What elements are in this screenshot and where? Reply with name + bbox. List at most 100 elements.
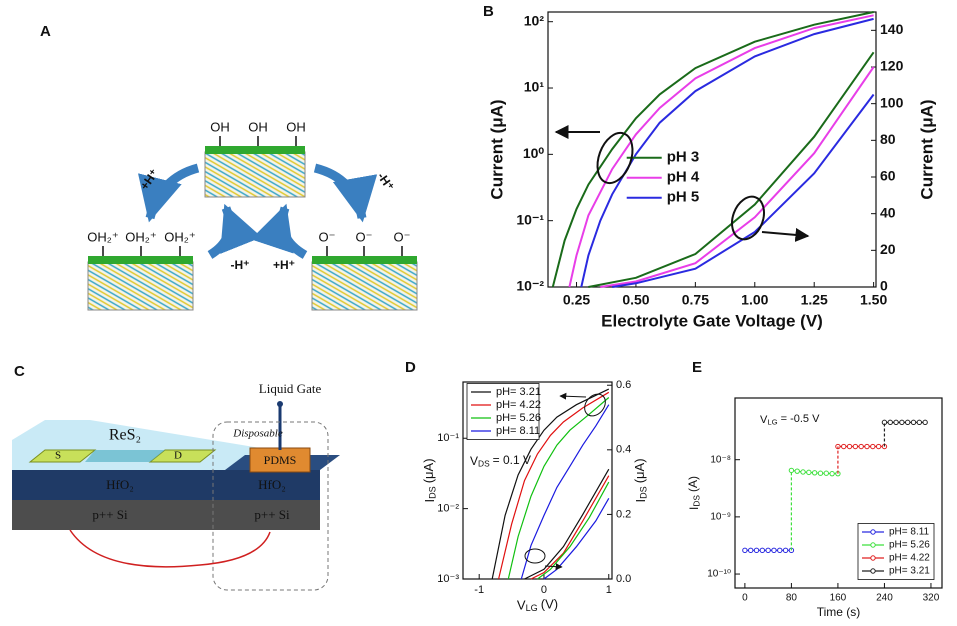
y-tick-label: 10⁻² [516, 278, 544, 294]
label-sub: LG [526, 604, 538, 614]
reaction-arrows [138, 163, 378, 259]
device-label: D [174, 450, 182, 462]
group-label: O⁻ [319, 229, 336, 244]
y2-tick-label: 0.4 [616, 444, 631, 456]
y-axis-label: IDS (μA) [421, 458, 438, 502]
y2-tick-label: 0.0 [616, 573, 631, 585]
panel-label: A [40, 23, 51, 40]
gate-tip [277, 401, 283, 407]
label-main: V [470, 454, 478, 468]
label-main: V [760, 414, 768, 426]
legend-label: pH 5 [667, 189, 700, 206]
series-marker [747, 547, 754, 554]
y-tick-label: 10⁻¹ [516, 211, 544, 227]
series-marker [846, 443, 853, 450]
substrate-front [225, 500, 320, 530]
series-marker [817, 470, 824, 476]
x-tick-label: 1.00 [741, 292, 768, 308]
legend-label: pH= 3.21 [496, 386, 541, 398]
series-line [530, 475, 610, 580]
series-marker [841, 443, 847, 450]
panel-a: A [40, 23, 418, 311]
legend-label: pH= 8.11 [889, 527, 930, 538]
label-sub: LG [767, 417, 777, 426]
annotation: VLG = -0.5 V [760, 413, 820, 426]
device-label: HfO₂ [258, 477, 286, 492]
device-label: ReS₂ [109, 427, 141, 444]
device-label: p++ Si [92, 507, 128, 522]
series-marker [922, 419, 928, 426]
label-main: V [517, 598, 526, 613]
x-tick-label: 0 [742, 593, 748, 604]
series-marker [800, 469, 806, 475]
y2-tick-label: 20 [880, 241, 896, 257]
annotation: VDS = 0.1 V [470, 453, 531, 469]
y-axis-label: IDS (A) [686, 476, 702, 510]
label-unit: (μA) [632, 458, 647, 483]
series-line [520, 404, 610, 580]
label-unit: (V) [541, 597, 558, 612]
series-marker [916, 419, 923, 426]
y2-tick-label: 0 [880, 278, 888, 294]
legend-label: pH= 4.22 [496, 399, 541, 411]
label-unit: (A) [686, 476, 700, 492]
x-tick-label: 0.50 [622, 292, 649, 308]
device-label: HfO₂ [106, 477, 134, 492]
y-tick-label: 10¹ [524, 79, 545, 95]
x-tick-label: 0.25 [563, 292, 590, 308]
series-line [524, 468, 610, 580]
y2-tick-label: 120 [880, 58, 904, 74]
series-line [543, 498, 610, 580]
series-marker [864, 443, 870, 450]
label-sub: DS [428, 486, 438, 499]
block-top [204, 146, 306, 198]
label-unit: = -0.5 V [781, 413, 820, 425]
x-tick-label: 160 [830, 593, 847, 604]
label-sub: DS [478, 459, 490, 469]
group-label: O⁻ [356, 229, 373, 244]
x-tick-label: 1.25 [801, 292, 828, 308]
series-marker [777, 547, 783, 554]
series-marker [887, 419, 893, 426]
series-marker [893, 419, 899, 426]
legend-label: pH= 8.11 [496, 425, 540, 437]
callout-arrow [761, 227, 810, 242]
series-marker [899, 419, 905, 426]
group-label: O⁻ [394, 229, 411, 244]
group-label: OH₂⁺ [125, 229, 156, 244]
arrow-label: +H⁺ [273, 258, 295, 272]
series-marker [806, 469, 812, 476]
legend-marker [870, 529, 876, 535]
label-sub: DS [692, 495, 702, 507]
series-line [580, 17, 874, 288]
legend-label: pH= 3.21 [889, 566, 930, 577]
series-marker [829, 470, 835, 477]
y-tick-label: 10⁻⁹ [710, 512, 731, 523]
label-main: I [422, 499, 437, 503]
arrow-label: -H⁺ [374, 170, 396, 194]
device-label: Liquid Gate [259, 381, 322, 396]
legend-label: pH 3 [667, 149, 700, 166]
legend-marker [870, 568, 876, 574]
series-line [537, 481, 610, 580]
series-marker [904, 419, 911, 426]
panel-label: D [405, 359, 416, 376]
panel-c: C [12, 363, 340, 591]
series-line [551, 11, 874, 288]
substrate-front [12, 500, 227, 530]
x-tick-label: 0 [541, 584, 547, 596]
series-line [507, 397, 610, 580]
panel-label: C [14, 363, 25, 380]
series-line [498, 391, 610, 580]
x-tick-label: 1.50 [860, 292, 887, 308]
device-label: p++ Si [254, 507, 290, 522]
device-label: PDMS [264, 453, 297, 467]
y2-tick-label: 100 [880, 94, 904, 110]
series-marker [771, 547, 777, 554]
legend-label: pH= 5.26 [889, 540, 930, 551]
x-tick-label: 80 [786, 593, 798, 604]
y2-tick-label: 0.2 [616, 508, 631, 520]
label-unit: (μA) [421, 458, 436, 483]
group-label: OH [286, 119, 306, 134]
block-right [311, 256, 418, 311]
